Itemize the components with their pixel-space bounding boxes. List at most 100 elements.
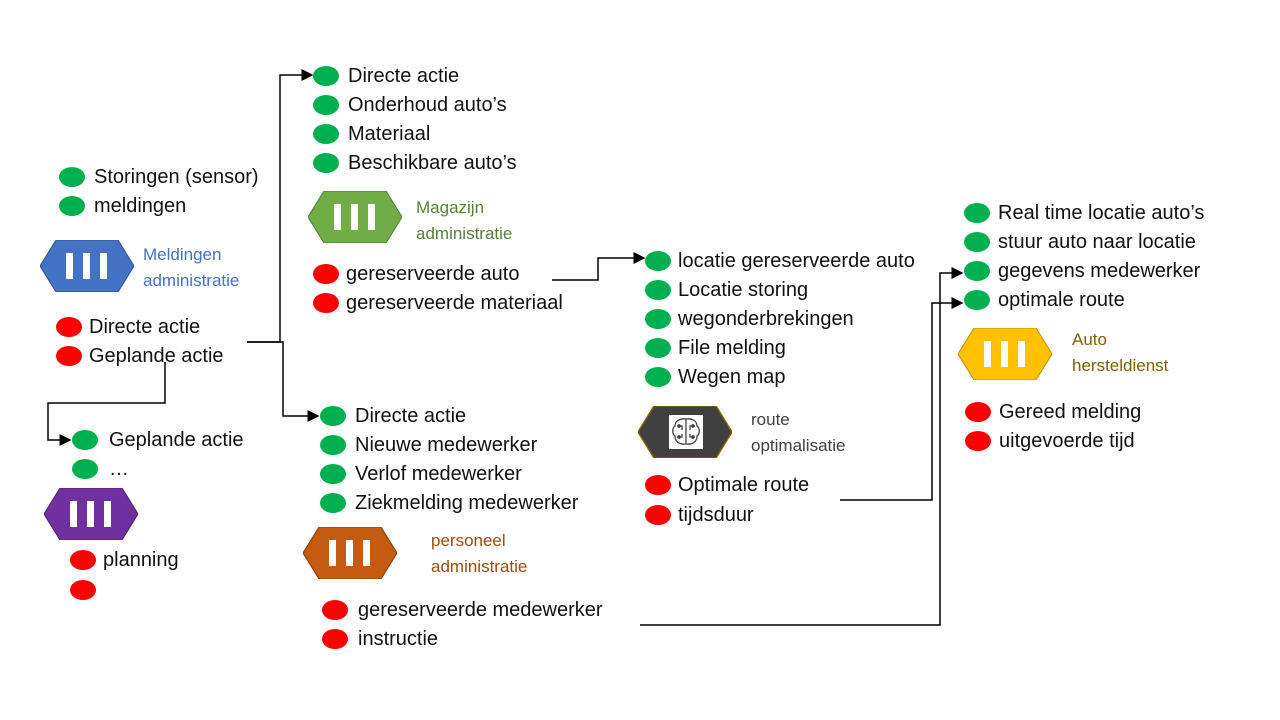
arrow-gereserveerde-auto-to-route — [552, 252, 646, 281]
magazijn-input-3: Materiaal — [313, 121, 430, 147]
input-dot — [645, 367, 671, 387]
route-input-2: Locatie storing — [645, 277, 808, 303]
caption-line: optimalisatie — [751, 436, 846, 455]
input-dot — [72, 459, 98, 479]
caption-line: route — [751, 410, 790, 429]
input-dot — [645, 280, 671, 300]
meldingen-input-1: Storingen (sensor) — [59, 164, 259, 190]
meldingen-output-1: Directe actie — [56, 314, 200, 340]
caption-line: administratie — [416, 224, 513, 243]
input-dot — [313, 153, 339, 173]
input-dot — [964, 261, 990, 281]
input-dot — [964, 232, 990, 252]
input-label: gegevens medewerker — [998, 259, 1201, 282]
input-dot — [313, 124, 339, 144]
output-dot — [965, 402, 991, 422]
input-dot — [645, 251, 671, 271]
magazijn-input-2: Onderhoud auto’s — [313, 92, 507, 118]
output-dot — [322, 600, 348, 620]
output-dot — [645, 475, 671, 495]
brain-circuit-icon — [672, 418, 700, 445]
auto-caption: Auto hersteldienst — [1072, 327, 1168, 379]
personeel-caption: personeel administratie — [431, 528, 527, 580]
input-label: meldingen — [94, 194, 187, 217]
output-dot — [965, 431, 991, 451]
input-dot — [320, 493, 346, 513]
input-label: wegonderbrekingen — [678, 307, 854, 330]
input-label: Verlof medewerker — [355, 462, 522, 485]
output-dot — [645, 505, 671, 525]
input-label: Wegen map — [678, 365, 786, 388]
arrow-geplande-actie-to-planning — [47, 362, 166, 446]
input-dot — [72, 430, 98, 450]
input-label: Beschikbare auto’s — [348, 151, 517, 174]
input-dot — [964, 290, 990, 310]
planning-input-2: … — [72, 456, 129, 482]
output-dot — [56, 346, 82, 366]
input-dot — [320, 406, 346, 426]
arrow-medewerker-to-auto — [640, 267, 964, 626]
personeel-output-2: instructie — [322, 626, 438, 652]
output-label: gereserveerde medewerker — [358, 598, 603, 621]
personeel-process-icon — [303, 527, 397, 579]
planning-output-2 — [70, 577, 105, 603]
output-label: Geplande actie — [89, 344, 224, 367]
auto-output-2: uitgevoerde tijd — [965, 428, 1135, 454]
input-dot — [964, 203, 990, 223]
input-label: Nieuwe medewerker — [355, 433, 538, 456]
input-dot — [313, 66, 339, 86]
route-output-2: tijdsduur — [645, 502, 754, 528]
auto-output-1: Gereed melding — [965, 399, 1141, 425]
output-label: Gereed melding — [999, 400, 1142, 423]
output-dot — [322, 629, 348, 649]
output-label: instructie — [358, 627, 439, 650]
input-dot — [645, 309, 671, 329]
output-dot — [313, 293, 339, 313]
input-label: Onderhoud auto’s — [348, 93, 507, 116]
meldingen-input-2: meldingen — [59, 193, 186, 219]
input-dot — [59, 196, 85, 216]
input-label: Real time locatie auto’s — [998, 201, 1205, 224]
input-label: stuur auto naar locatie — [998, 230, 1196, 253]
magazijn-process-icon — [308, 191, 402, 243]
meldingen-process-icon — [40, 240, 134, 292]
input-dot — [59, 167, 85, 187]
auto-input-1: Real time locatie auto’s — [964, 200, 1204, 226]
arrow-directe-actie-to-magazijn — [247, 69, 314, 343]
personeel-input-4: Ziekmelding medewerker — [320, 490, 578, 516]
output-label: gereserveerde materiaal — [346, 291, 563, 314]
caption-line: Auto — [1072, 330, 1107, 349]
input-label: optimale route — [998, 288, 1125, 311]
auto-input-4: optimale route — [964, 287, 1125, 313]
caption-line: administratie — [143, 271, 240, 290]
auto-input-3: gegevens medewerker — [964, 258, 1200, 284]
caption-line: hersteldienst — [1072, 356, 1169, 375]
route-output-1: Optimale route — [645, 472, 809, 498]
input-label: locatie gereserveerde auto — [678, 249, 915, 272]
personeel-input-2: Nieuwe medewerker — [320, 432, 537, 458]
output-dot — [70, 550, 96, 570]
input-label: File melding — [678, 336, 786, 359]
route-input-5: Wegen map — [645, 364, 785, 390]
personeel-output-1: gereserveerde medewerker — [322, 597, 603, 623]
output-dot — [70, 580, 96, 600]
meldingen-caption: Meldingen administratie — [143, 242, 239, 294]
output-label: Optimale route — [678, 473, 810, 496]
output-dot — [56, 317, 82, 337]
magazijn-input-4: Beschikbare auto’s — [313, 150, 517, 176]
personeel-input-3: Verlof medewerker — [320, 461, 522, 487]
magazijn-input-1: Directe actie — [313, 63, 459, 89]
magazijn-caption: Magazijn administratie — [416, 195, 512, 247]
output-label: gereserveerde auto — [346, 262, 520, 285]
arrow-optimale-route-to-auto — [840, 297, 964, 501]
input-label: Geplande actie — [109, 428, 244, 451]
planning-output-1: planning — [70, 547, 179, 573]
input-label: Storingen (sensor) — [94, 165, 259, 188]
route-process-icon — [638, 406, 732, 458]
output-label: tijdsduur — [678, 503, 754, 526]
auto-process-icon — [958, 328, 1052, 380]
output-dot — [313, 264, 339, 284]
route-input-1: locatie gereserveerde auto — [645, 248, 915, 274]
